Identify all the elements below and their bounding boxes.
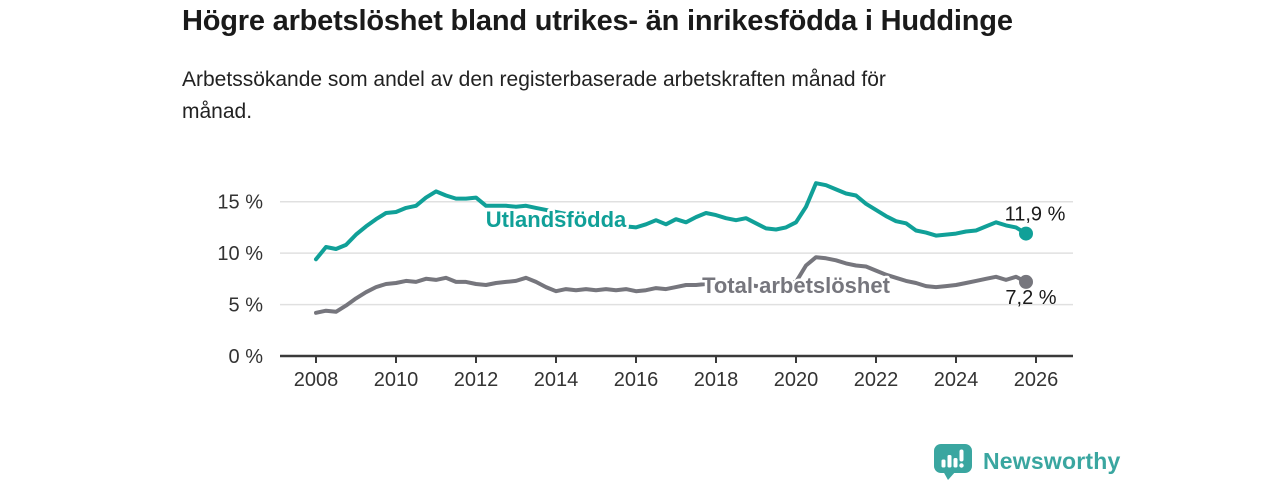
end-value-label-total-arbetsloshet: 7,2 % — [1005, 287, 1056, 309]
series-end-dot-0 — [1019, 226, 1033, 241]
x-axis-tick-label: 2024 — [934, 369, 979, 391]
y-axis-tick-labels: 0 % 5 % 10 % 15 % — [217, 192, 263, 368]
end-value-label-utlandsfodda: 11,9 % — [1005, 204, 1066, 226]
chart-subtitle: Arbetssökande som andel av den registerb… — [182, 64, 886, 128]
x-axis-tick-label: 2016 — [614, 369, 659, 391]
y-axis-tick-label: 5 % — [229, 295, 264, 317]
series-label-utlandsfodda: Utlandsfödda — [486, 207, 627, 232]
gridlines — [280, 200, 1073, 306]
series-end-dots — [1019, 226, 1033, 289]
x-axis-tick-label: 2008 — [294, 369, 339, 391]
x-axis-tick-label: 2022 — [854, 369, 899, 391]
x-axis-ticks: 2008 2010 2012 2014 2016 2018 2020 2022 2024 2026 — [294, 356, 1059, 391]
bar-chart-speech-bubble-icon — [934, 444, 972, 480]
brand-name: Newsworthy — [983, 448, 1121, 474]
x-axis-tick-label: 2012 — [454, 369, 499, 391]
x-axis-tick-label: 2014 — [534, 369, 579, 391]
x-axis-tick-label: 2020 — [774, 369, 819, 391]
chart-subtitle-line2: månad. — [182, 100, 253, 123]
series-line-0 — [314, 181, 1028, 262]
y-axis-tick-label: 0 % — [229, 346, 264, 368]
series-label-total-arbetsloshet: Total arbetslöshet — [702, 273, 891, 298]
x-axis-tick-label: 2018 — [694, 369, 739, 391]
series-line-1 — [314, 255, 1028, 315]
chart-subtitle-line1: Arbetssökande som andel av den registerb… — [182, 68, 886, 91]
y-axis-tick-label: 10 % — [217, 243, 263, 265]
series-lines — [314, 181, 1028, 315]
x-axis-tick-label: 2026 — [1014, 369, 1059, 391]
y-axis-tick-label: 15 % — [217, 192, 263, 214]
page-title: Högre arbetslöshet bland utrikes- än inr… — [182, 5, 1013, 37]
newsworthy-brand: Newsworthy — [933, 443, 1120, 480]
series-end-dot-1 — [1019, 274, 1033, 289]
x-axis-tick-label: 2010 — [374, 369, 419, 391]
